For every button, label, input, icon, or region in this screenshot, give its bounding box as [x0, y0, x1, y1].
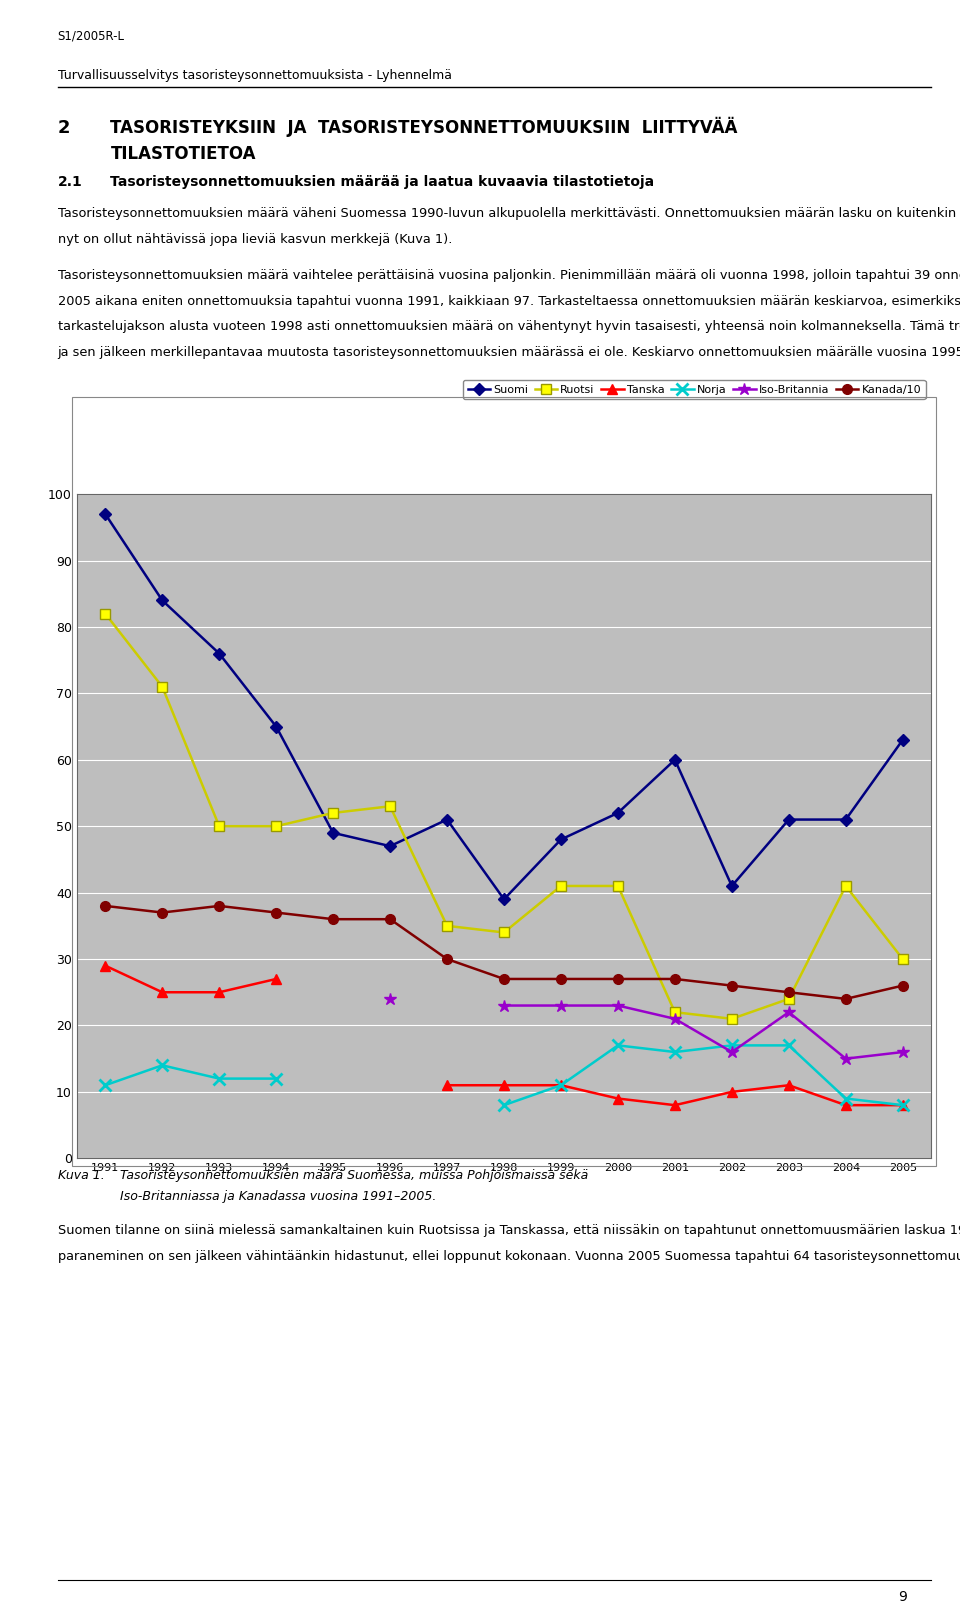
Kanada/10	[897, 975, 908, 995]
Ruotsi	[840, 876, 852, 896]
Kanada/10	[669, 969, 681, 988]
Suomi	[726, 876, 737, 896]
Kanada/10	[384, 909, 396, 928]
Suomi	[442, 810, 453, 829]
Tanska	[669, 1095, 681, 1115]
Kanada/10	[783, 982, 795, 1001]
Norja	[897, 1095, 908, 1115]
Line: Norja: Norja	[498, 1040, 908, 1111]
Suomi	[384, 836, 396, 855]
Suomi	[897, 731, 908, 750]
Norja	[783, 1035, 795, 1055]
Line: Kanada/10: Kanada/10	[101, 901, 907, 1004]
Kanada/10	[327, 909, 339, 928]
Suomi	[100, 504, 111, 523]
Ruotsi	[442, 917, 453, 936]
Ruotsi	[897, 949, 908, 969]
Text: Suomen tilanne on siinä mielessä samankaltainen kuin Ruotsissa ja Tanskassa, ett: Suomen tilanne on siinä mielessä samanka…	[58, 1225, 960, 1238]
Kanada/10	[442, 949, 453, 969]
Text: ja sen jälkeen merkillepantavaa muutosta tasoristeysonnettomuuksien määrässä ei : ja sen jälkeen merkillepantavaa muutosta…	[58, 347, 960, 360]
Tanska	[783, 1076, 795, 1095]
Kanada/10	[612, 969, 624, 988]
Ruotsi	[213, 816, 225, 836]
Text: Tasoristeysonnettomuuksien määrä väheni Suomessa 1990-luvun alkupuolella merkitt: Tasoristeysonnettomuuksien määrä väheni …	[58, 207, 960, 220]
Kanada/10	[726, 975, 737, 995]
Text: Turvallisuusselvitys tasoristeysonnettomuuksista - Lyhennelmä: Turvallisuusselvitys tasoristeysonnettom…	[58, 70, 451, 83]
Suomi	[156, 591, 168, 611]
Tanska	[840, 1095, 852, 1115]
Iso-Britannia	[498, 996, 510, 1016]
Suomi	[498, 889, 510, 909]
Iso-Britannia	[669, 1009, 681, 1029]
Ruotsi	[669, 1003, 681, 1022]
Tanska	[555, 1076, 566, 1095]
Kanada/10	[555, 969, 566, 988]
Norja	[669, 1042, 681, 1061]
Tanska	[897, 1095, 908, 1115]
Line: Ruotsi: Ruotsi	[101, 609, 907, 1024]
Ruotsi	[555, 876, 566, 896]
Ruotsi	[156, 677, 168, 697]
Text: 2: 2	[58, 118, 70, 136]
Line: Iso-Britannia: Iso-Britannia	[497, 1000, 909, 1064]
Suomi	[271, 718, 282, 737]
Suomi	[783, 810, 795, 829]
Ruotsi	[783, 990, 795, 1009]
Ruotsi	[498, 923, 510, 943]
Norja	[726, 1035, 737, 1055]
Text: Tasoristeysonnettomuuksien määrä vaihtelee perättäisinä vuosina paljonkin. Pieni: Tasoristeysonnettomuuksien määrä vaihtel…	[58, 269, 960, 282]
Text: TILASTOTIETOA: TILASTOTIETOA	[110, 144, 256, 162]
Kanada/10	[100, 896, 111, 915]
Text: paraneminen on sen jälkeen vähintäänkin hidastunut, ellei loppunut kokonaan. Vuo: paraneminen on sen jälkeen vähintäänkin …	[58, 1251, 960, 1264]
Text: S1/2005R-L: S1/2005R-L	[58, 29, 125, 42]
Ruotsi	[384, 797, 396, 816]
Ruotsi	[271, 816, 282, 836]
Norja	[498, 1095, 510, 1115]
Tanska	[442, 1076, 453, 1095]
Tanska	[612, 1089, 624, 1108]
Ruotsi	[327, 804, 339, 823]
Norja	[840, 1089, 852, 1108]
Legend: Suomi, Ruotsi, Tanska, Norja, Iso-Britannia, Kanada/10: Suomi, Ruotsi, Tanska, Norja, Iso-Britan…	[463, 381, 925, 399]
Kanada/10	[498, 969, 510, 988]
Text: Iso-Britanniassa ja Kanadassa vuosina 1991–2005.: Iso-Britanniassa ja Kanadassa vuosina 19…	[120, 1191, 437, 1204]
Tanska	[498, 1076, 510, 1095]
Norja	[612, 1035, 624, 1055]
Text: tarkastelujakson alusta vuoteen 1998 asti onnettomuuksien määrä on vähentynyt hy: tarkastelujakson alusta vuoteen 1998 ast…	[58, 321, 960, 334]
Ruotsi	[612, 876, 624, 896]
Text: 9: 9	[898, 1589, 907, 1604]
Kanada/10	[840, 990, 852, 1009]
Iso-Britannia	[783, 1003, 795, 1022]
Iso-Britannia	[612, 996, 624, 1016]
Suomi	[555, 829, 566, 849]
Suomi	[612, 804, 624, 823]
Line: Tanska: Tanska	[443, 1081, 907, 1110]
Suomi	[669, 750, 681, 770]
Text: TASORISTEYKSIIN  JA  TASORISTEYSONNETTOMUUKSIIN  LIITTYVÄÄ: TASORISTEYKSIIN JA TASORISTEYSONNETTOMUU…	[110, 117, 738, 136]
Suomi	[213, 643, 225, 663]
Iso-Britannia	[726, 1042, 737, 1061]
Text: Kuva 1.: Kuva 1.	[58, 1170, 105, 1183]
Kanada/10	[213, 896, 225, 915]
Iso-Britannia	[555, 996, 566, 1016]
Ruotsi	[726, 1009, 737, 1029]
Line: Suomi: Suomi	[101, 510, 907, 904]
Norja	[555, 1076, 566, 1095]
Text: 2.1: 2.1	[58, 175, 83, 190]
Kanada/10	[271, 902, 282, 922]
Text: 2005 aikana eniten onnettomuuksia tapahtui vuonna 1991, kaikkiaan 97. Tarkastelt: 2005 aikana eniten onnettomuuksia tapaht…	[58, 295, 960, 308]
Ruotsi	[100, 604, 111, 624]
Suomi	[327, 823, 339, 842]
Text: nyt on ollut nähtävissä jopa lieviä kasvun merkkejä (Kuva 1).: nyt on ollut nähtävissä jopa lieviä kasv…	[58, 233, 452, 246]
Suomi	[840, 810, 852, 829]
Tanska	[726, 1082, 737, 1102]
Kanada/10	[156, 902, 168, 922]
Text: Tasoristeysonnettomuuksien määrää ja laatua kuvaavia tilastotietoja: Tasoristeysonnettomuuksien määrää ja laa…	[110, 175, 655, 190]
Iso-Britannia	[897, 1042, 908, 1061]
Iso-Britannia	[840, 1050, 852, 1069]
Text: Tasoristeysonnettomuuksien määrä Suomessa, muissa Pohjoismaissa sekä: Tasoristeysonnettomuuksien määrä Suomess…	[120, 1170, 588, 1183]
